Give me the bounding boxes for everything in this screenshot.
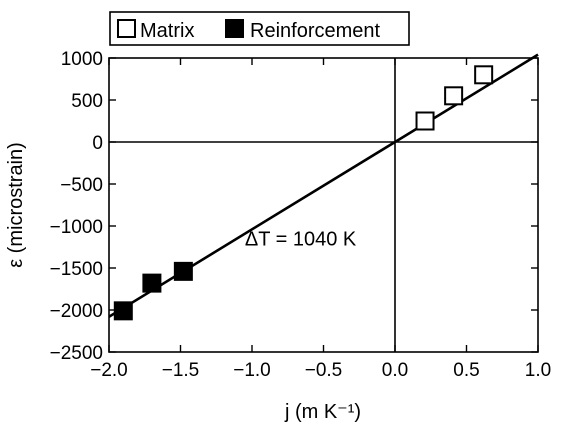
legend-box (109, 11, 410, 46)
matrix-point (415, 111, 435, 131)
y-tick-label: 500 (71, 91, 103, 112)
y-tick-label: 0 (92, 133, 103, 154)
y-tick-label: −1000 (50, 217, 103, 238)
matrix-point (474, 65, 494, 85)
reinforcement-point (173, 261, 193, 281)
annotation-delta-t: ΔT = 1040 K (245, 228, 357, 250)
x-axis-label: j (m K⁻¹) (284, 401, 361, 423)
y-tick-label: −2500 (50, 343, 103, 364)
legend-label-reinforcement: Reinforcement (250, 20, 381, 42)
y-tick-label: −500 (60, 175, 103, 196)
legend: Matrix Reinforcement (109, 11, 410, 46)
y-tick-label: −1500 (50, 259, 103, 280)
y-tick-label: 1000 (61, 49, 103, 70)
x-tick-label: −0.5 (305, 360, 343, 381)
y-axis-label: ε (microstrain) (5, 142, 27, 268)
x-tick-label: −1.0 (233, 360, 271, 381)
x-tick-label: 1.0 (525, 360, 551, 381)
matrix-point (444, 86, 464, 106)
legend-marker-reinforcement (225, 19, 244, 38)
reinforcement-point (142, 273, 162, 293)
plot-area: ΔT = 1040 K (108, 53, 539, 353)
y-tick-label: −2000 (50, 301, 103, 322)
x-tick-label: 0.0 (382, 360, 408, 381)
fit-line (108, 53, 539, 318)
legend-marker-matrix (117, 19, 136, 38)
reinforcement-point (113, 301, 133, 321)
plot-frame (108, 57, 539, 353)
x-tick-label: −1.5 (162, 360, 200, 381)
x-tick-label: −2.0 (90, 360, 128, 381)
legend-label-matrix: Matrix (140, 20, 194, 42)
x-tick-label: 0.5 (453, 360, 479, 381)
